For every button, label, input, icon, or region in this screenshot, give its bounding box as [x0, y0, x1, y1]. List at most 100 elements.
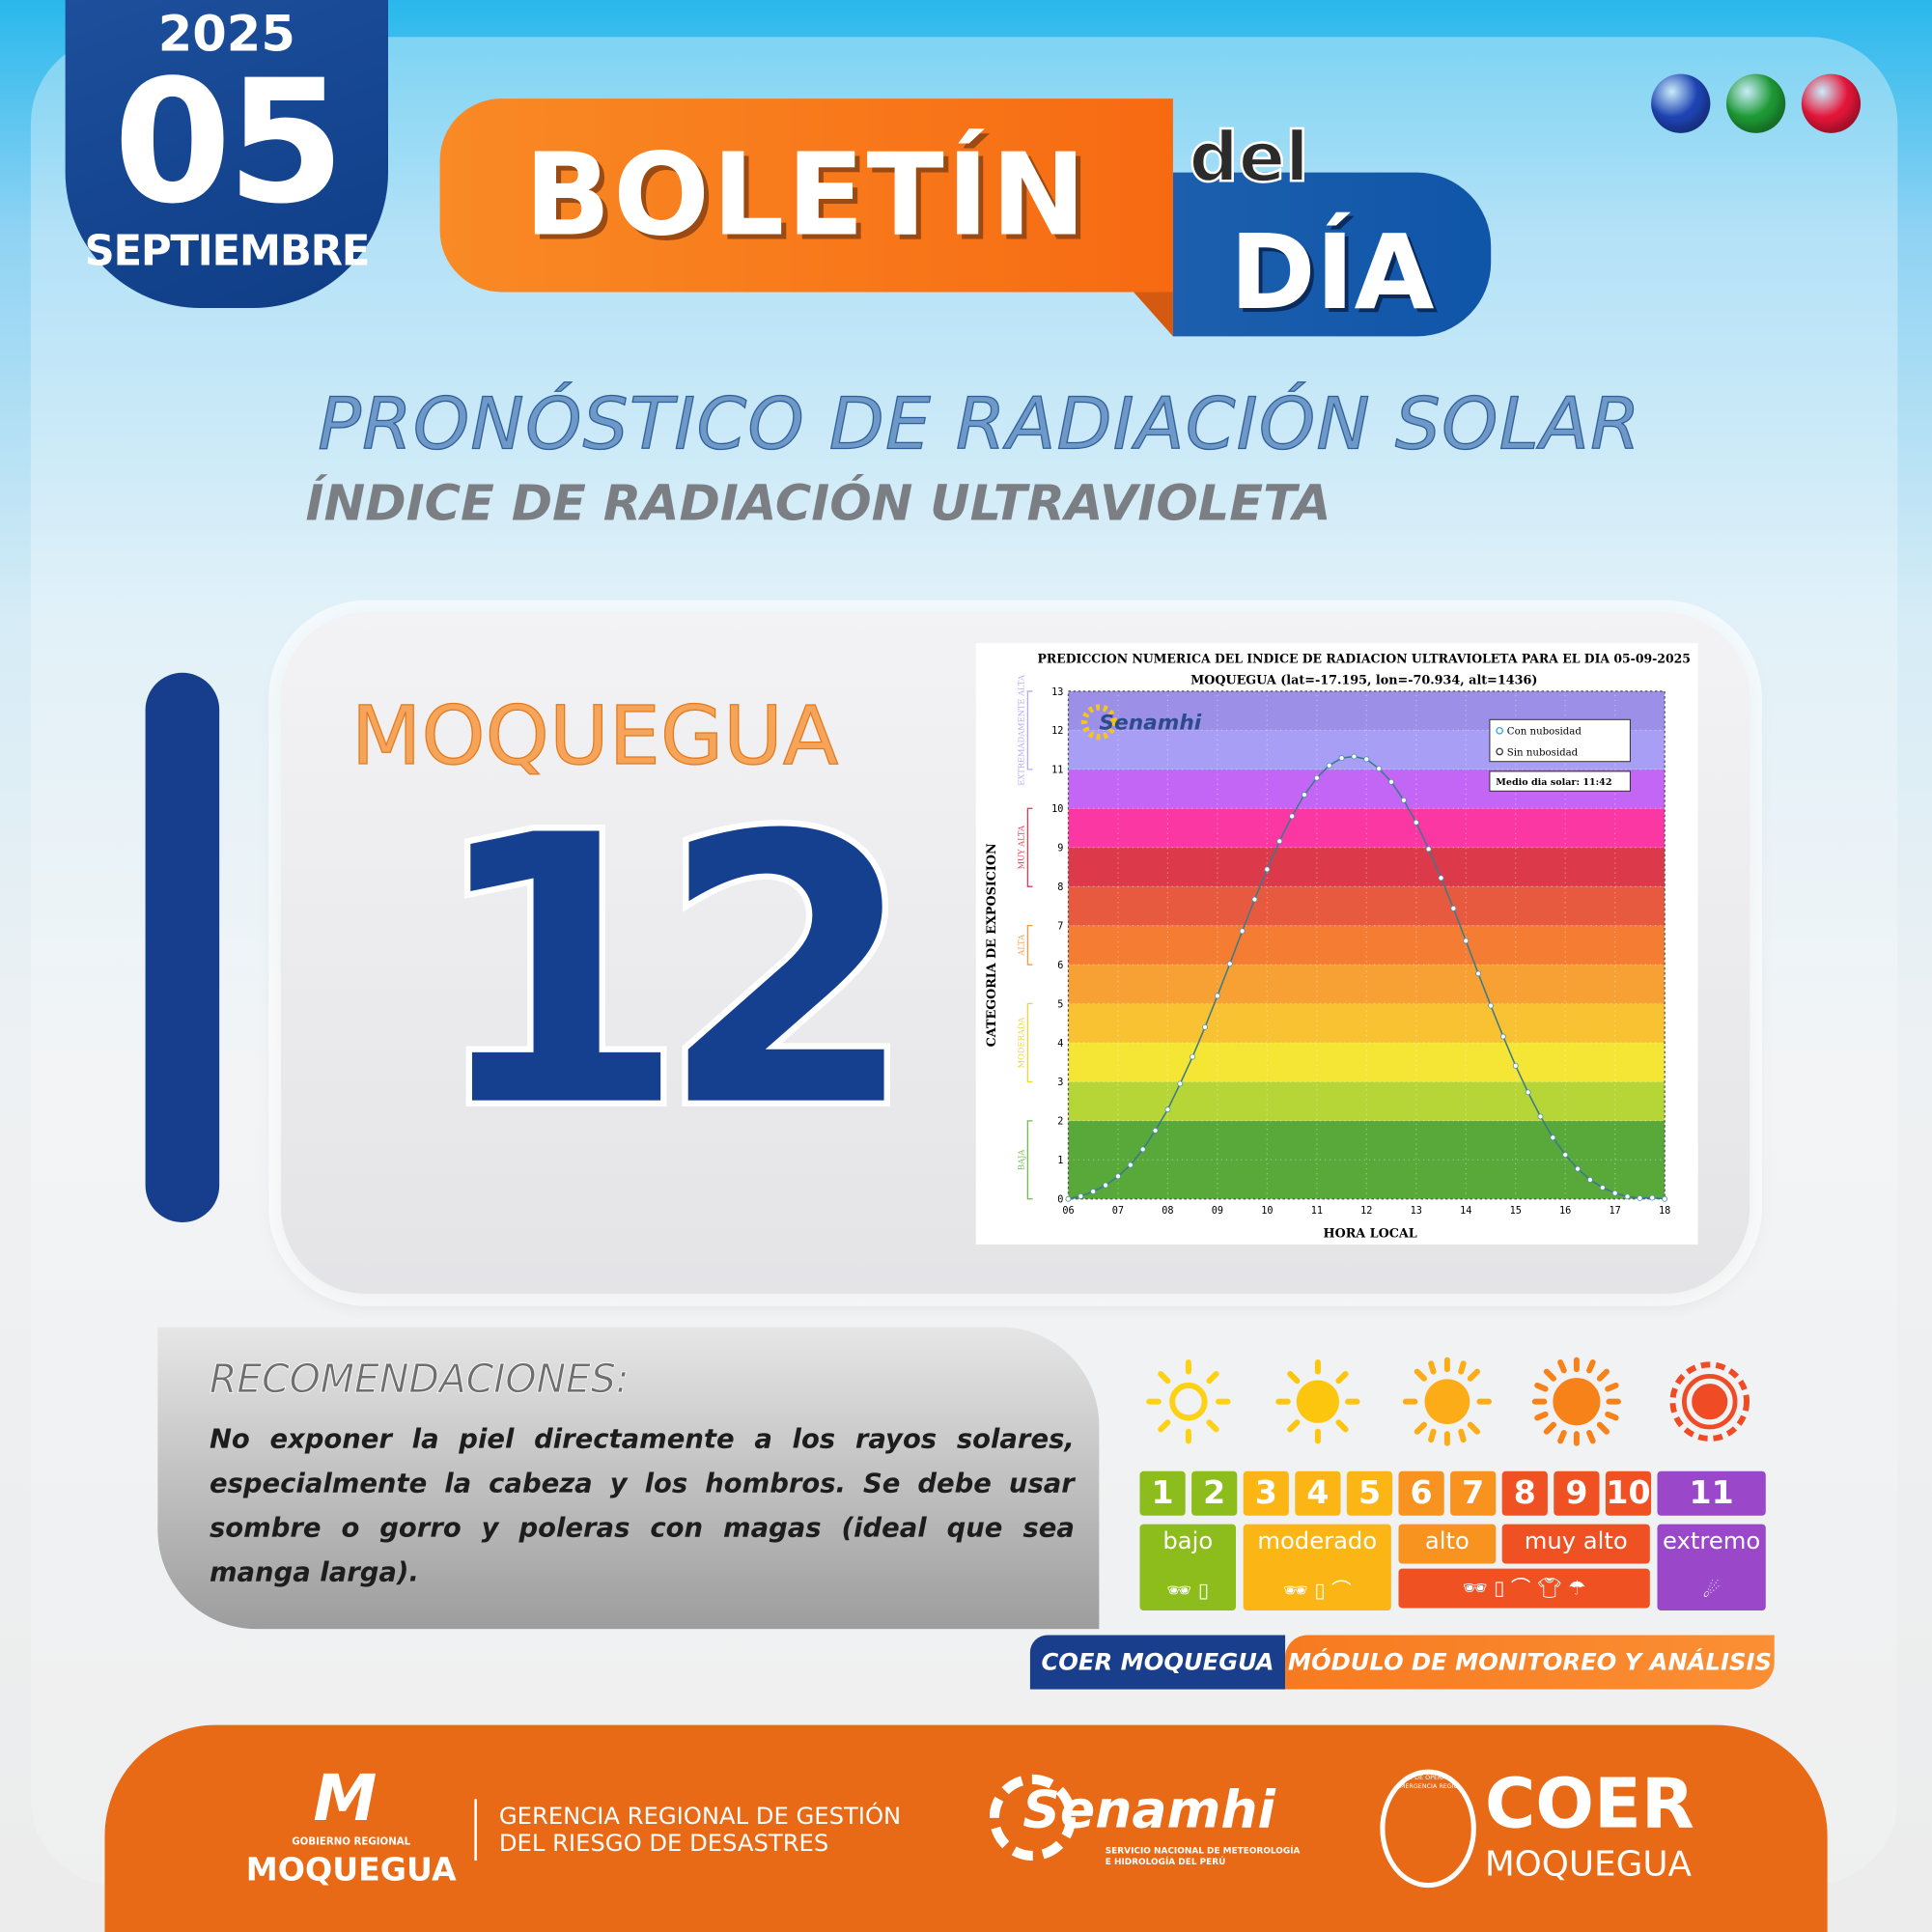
uv-data-point: [1302, 792, 1307, 798]
gob-big: MOQUEGUA: [245, 1852, 457, 1890]
uv-data-point: [1537, 1113, 1544, 1120]
uv-data-point: [1624, 1193, 1631, 1200]
gerencia-line2: DEL RIESGO DE DESASTRES: [498, 1830, 829, 1858]
uv-data-point: [1338, 755, 1345, 762]
uv-data-point: [1164, 1106, 1171, 1113]
uv-data-point: [1475, 970, 1482, 977]
uv-data-point: [1376, 766, 1383, 771]
legend-marker-clear: [1496, 747, 1503, 756]
title-dia-box: DÍA: [1172, 172, 1492, 337]
x-tick-label: 09: [1212, 1206, 1223, 1217]
y-tick-label: 4: [1057, 1039, 1063, 1050]
level-alto: alto: [1398, 1524, 1497, 1564]
gob-small: GOBIERNO REGIONAL: [292, 1835, 411, 1848]
uv-band: [1068, 1042, 1666, 1082]
subtitle: ÍNDICE DE RADIACIÓN ULTRAVIOLETA: [305, 475, 1331, 533]
red-dot: [1801, 73, 1862, 133]
uv-number-9: 9: [1554, 1470, 1600, 1516]
uv-number-10: 10: [1605, 1470, 1652, 1516]
uv-data-point: [1078, 1192, 1084, 1199]
senamhi-chart-logo: Senamhi: [1099, 712, 1201, 736]
uv-data-point: [1363, 756, 1370, 763]
city-name: MOQUEGUA: [350, 688, 839, 784]
uv-chart-svg: PREDICCION NUMERICA DEL INDICE DE RADIAC…: [985, 653, 1691, 1242]
sun-high-icon: [1402, 1357, 1492, 1446]
uv-data-point: [1637, 1194, 1643, 1201]
y-tick-label: 6: [1057, 961, 1063, 971]
senamhi-subtitle: SERVICIO NACIONAL DE METEOROLOGÍA E HIDR…: [1106, 1846, 1301, 1868]
x-tick-label: 14: [1460, 1206, 1471, 1217]
x-tick-label: 12: [1360, 1206, 1372, 1217]
senamhi-sub2: E HIDROLOGÍA DEL PERÚ: [1105, 1857, 1226, 1867]
category-label: EXTREMADAMENTE ALTA: [1017, 674, 1026, 786]
y-tick-label: 0: [1057, 1195, 1063, 1206]
y-tick-label: 10: [1051, 804, 1063, 815]
uv-number-5: 5: [1346, 1470, 1393, 1516]
level-alto-label: alto: [1424, 1527, 1470, 1555]
uv-data-point: [1662, 1195, 1668, 1202]
uv-data-point: [1351, 753, 1358, 760]
level-bajo-label: bajo: [1162, 1527, 1214, 1555]
sun-extreme-icon: [1669, 1361, 1750, 1442]
sunglasses-sunscreen-hat-icons: 🕶︎ ▯ ⌒: [1282, 1578, 1352, 1603]
level-moderado: moderado 🕶︎ ▯ ⌒: [1243, 1524, 1391, 1610]
y-tick-label: 11: [1051, 766, 1063, 776]
uv-data-point: [1139, 1146, 1146, 1153]
category-label: MUY ALTA: [1017, 825, 1026, 869]
y-tick-label: 5: [1057, 999, 1063, 1010]
coer-seal: CENTRO DE OPERACIONES DE EMERGENCIA REGI…: [1380, 1769, 1476, 1889]
title-del: del: [1188, 118, 1310, 199]
uv-data-point: [1438, 875, 1444, 882]
uv-band: [1068, 1120, 1666, 1199]
uv-band: [1068, 886, 1666, 926]
module-badge: COER MOQUEGUA MÓDULO DE MONITOREO Y ANÁL…: [1029, 1635, 1775, 1690]
uv-data-point: [1190, 1053, 1196, 1060]
uv-index-value: 12: [423, 757, 923, 1189]
badge-module: MÓDULO DE MONITOREO Y ANÁLISIS: [1285, 1635, 1775, 1690]
category-bracket: [1026, 690, 1033, 770]
uv-band: [1068, 808, 1666, 848]
x-axis-label: HORA LOCAL: [1324, 1226, 1417, 1241]
gobierno-regional-logo-icon: M: [313, 1761, 378, 1836]
x-tick-label: 13: [1411, 1206, 1422, 1217]
uv-band: [1068, 1003, 1666, 1043]
badge-coer: COER MOQUEGUA: [1029, 1635, 1286, 1690]
recommendations-heading: RECOMENDACIONES:: [209, 1355, 630, 1403]
uv-data-point: [1276, 838, 1283, 845]
uv-data-point: [1488, 1002, 1494, 1009]
y-tick-label: 9: [1057, 844, 1063, 854]
senamhi-logo-text: Senamhi: [1022, 1778, 1275, 1840]
chart-title: PREDICCION NUMERICA DEL INDICE DE RADIAC…: [1038, 653, 1691, 667]
level-muy-alto: muy alto: [1501, 1524, 1650, 1564]
senamhi-sub1: SERVICIO NACIONAL DE METEOROLOGÍA: [1105, 1845, 1301, 1856]
protection-icons-alto-muyalto: 🕶︎ ▯ ⌒ 👕︎ ☂︎: [1398, 1568, 1650, 1609]
uv-number-2: 2: [1191, 1470, 1238, 1516]
uv-number-3: 3: [1243, 1470, 1289, 1516]
uv-data-point: [1550, 1134, 1556, 1141]
footer: M GOBIERNO REGIONAL MOQUEGUA GERENCIA RE…: [104, 1724, 1828, 1932]
category-bracket: [1026, 807, 1033, 887]
x-tick-label: 08: [1162, 1206, 1173, 1217]
x-tick-label: 18: [1659, 1206, 1670, 1217]
y-tick-label: 3: [1057, 1078, 1063, 1088]
solar-noon-note: Medio dia solar: 11:42: [1496, 777, 1611, 788]
uv-number-6: 6: [1398, 1470, 1444, 1516]
y-tick-label: 13: [1051, 687, 1063, 698]
date-tab: 2025 05 SEPTIEMBRE: [65, 0, 389, 309]
recommendations-box: RECOMENDACIONES: No exponer la piel dire…: [157, 1327, 1100, 1630]
y-tick-label: 2: [1057, 1117, 1063, 1128]
uv-data-point: [1214, 993, 1220, 999]
main-title: PRONÓSTICO DE RADIACIÓN SOLAR: [318, 381, 1641, 466]
day: 05: [113, 42, 345, 242]
category-bracket: [1026, 1120, 1033, 1200]
accent-bar: [145, 672, 220, 1222]
year: 2025: [157, 6, 295, 64]
uv-data-point: [1388, 778, 1394, 785]
uv-number-8: 8: [1501, 1470, 1548, 1516]
ribbon-fold: [1134, 292, 1173, 337]
uv-data-point: [1562, 1152, 1569, 1158]
uv-data-point: [1587, 1176, 1593, 1183]
uv-data-point: [1264, 866, 1271, 873]
legend-sin: Sin nubosidad: [1507, 747, 1579, 758]
x-tick-label: 06: [1062, 1206, 1074, 1217]
